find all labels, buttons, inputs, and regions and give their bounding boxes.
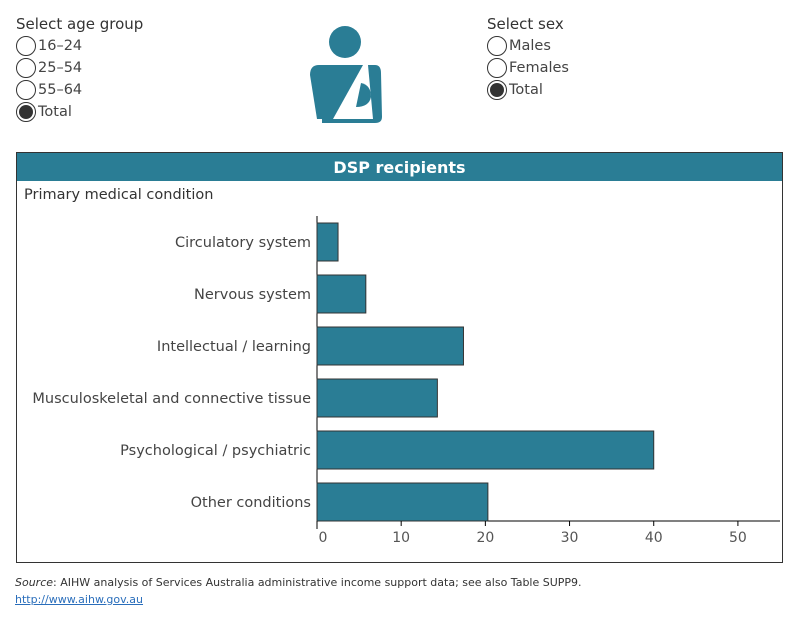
source-label: Source [15, 576, 54, 589]
radio-button[interactable] [16, 36, 36, 56]
chart-subtitle: Primary medical condition [24, 187, 214, 203]
radio-option[interactable]: 25–54 [16, 57, 143, 79]
radio-label: 25–54 [38, 60, 83, 76]
radio-button[interactable] [16, 58, 36, 78]
x-tick-label: 50 [729, 530, 747, 546]
radio-label: Males [509, 38, 551, 54]
radio-label: Total [509, 82, 543, 98]
radio-button[interactable] [487, 58, 507, 78]
bar [316, 430, 655, 470]
radio-button[interactable] [16, 80, 36, 100]
age-filter-title: Select age group [16, 15, 144, 33]
category-label: Nervous system [194, 287, 311, 303]
radio-label: 55–64 [38, 82, 83, 98]
bar [316, 274, 367, 314]
radio-button[interactable] [487, 80, 507, 100]
age-group-filter: Select age group 16–24 25–54 55–64 Total [16, 15, 143, 123]
category-label: Circulatory system [175, 235, 311, 251]
category-label: Intellectual / learning [157, 339, 311, 355]
x-tick-label: 20 [476, 530, 494, 546]
category-label: Musculoskeletal and connective tissue [32, 391, 311, 407]
chart-panel: DSP recipients Primary medical condition… [16, 152, 783, 563]
radio-label: Total [38, 104, 72, 120]
radio-option[interactable]: Females [487, 57, 569, 79]
x-tick-label: 10 [392, 530, 410, 546]
category-label: Psychological / psychiatric [120, 443, 311, 459]
radio-label: Females [509, 60, 569, 76]
category-label: Other conditions [191, 495, 311, 511]
radio-button[interactable] [16, 102, 36, 122]
bar [316, 482, 489, 522]
radio-option[interactable]: Males [487, 35, 569, 57]
x-tick-label: 30 [561, 530, 579, 546]
radio-option[interactable]: 16–24 [16, 35, 143, 57]
x-tick-label: 0 [319, 530, 328, 546]
x-tick-label: 40 [645, 530, 663, 546]
bar [316, 378, 438, 418]
bar [316, 222, 339, 262]
radio-option[interactable]: Total [16, 101, 143, 123]
sex-filter-title: Select sex [487, 15, 564, 33]
aihw-link[interactable]: http://www.aihw.gov.au [15, 593, 144, 606]
source-note: Source: AIHW analysis of Services Austra… [15, 576, 582, 589]
radio-option[interactable]: 55–64 [16, 79, 143, 101]
sex-filter: Select sex Males Females Total [487, 15, 569, 101]
bar [316, 326, 464, 366]
radio-option[interactable]: Total [487, 79, 569, 101]
bar-chart: Circulatory system Nervous system Intellec… [32, 216, 780, 546]
radio-label: 16–24 [38, 38, 83, 54]
source-text: : AIHW analysis of Services Australia ad… [53, 576, 582, 589]
panel-header: DSP recipients [17, 153, 782, 181]
radio-button[interactable] [487, 36, 507, 56]
person-with-arm-sling-icon [310, 26, 382, 123]
